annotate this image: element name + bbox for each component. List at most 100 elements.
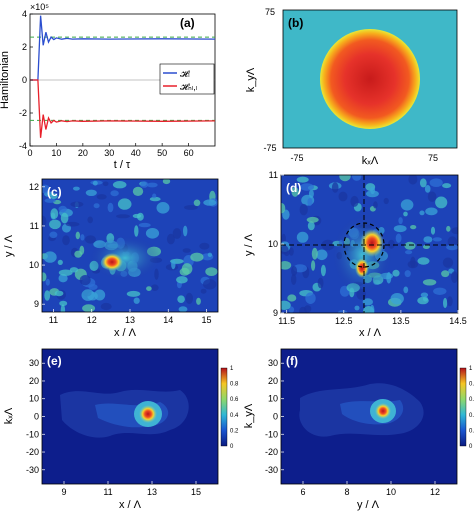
speckle-blob [422,279,437,286]
speckle-blob [193,199,201,207]
panel-e-ytick-label: 30 [29,358,39,368]
speckle-blob [200,288,207,294]
speckle-blob [49,231,58,239]
panel-b-ytick-bottom: -75 [263,143,276,153]
speckle-blob [54,290,64,297]
panel-e-ylabel: kₓΛ [3,407,15,424]
panel-f-ytick-label: -20 [265,447,278,457]
panel-e-ytick-label: 20 [29,376,39,386]
speckle-blob [398,217,403,225]
panel-c: (c) 11 12 13 14 15 12 11 10 9 x / Λ y / Λ [3,178,219,339]
speckle-blob [140,181,149,188]
speckle-blob [365,190,379,198]
panel-a-exponent: ×10⁵ [30,2,49,12]
speckle-blob [94,289,106,301]
panel-c-ytick-label: 9 [34,299,39,309]
panel-a-xtick-label: 40 [131,148,141,158]
panel-d-ticks: 11.5 12.5 13.5 14.5 11 10 9 [268,170,467,326]
panel-a-xtick-label: 30 [104,148,114,158]
speckle-blob [149,196,161,202]
speckle-blob [446,225,451,232]
speckle-blob [404,241,416,250]
speckle-blob [447,296,453,307]
speckle-blob [50,193,58,200]
speckle-blob [393,225,407,233]
speckle-blob [74,250,83,258]
speckle-blob [138,222,151,228]
panel-d-xtick-label: 14.5 [449,316,467,326]
speckle-blob [306,216,319,223]
panel-f-colorbar-label: 0.2 [469,428,474,434]
speckle-blob [42,272,47,282]
speckle-blob [176,276,188,284]
panel-a-ytick-label: -4 [19,141,27,151]
speckle-blob [182,248,191,253]
panel-d-xtick-label: 12.5 [335,316,353,326]
speckle-blob [75,231,81,240]
panel-e-xtick-label: 11 [103,487,112,497]
speckle-blob [58,274,68,283]
panel-f-label: (f) [286,354,298,368]
panel-a-xtick-label: 20 [78,148,88,158]
panel-f-peak [375,403,391,419]
panel-e-ytick-label: 0 [34,412,39,422]
speckle-blob [87,216,93,224]
panel-a-ytick-label: 0 [22,75,27,85]
speckle-blob [151,284,159,292]
panel-d-ytick-label: 10 [268,239,278,249]
speckle-blob [429,178,443,187]
speckle-blob [362,298,373,306]
speckle-blob [320,264,326,277]
speckle-blob [57,259,63,265]
speckle-blob [177,295,185,304]
panel-d-ytick-label: 9 [273,308,278,318]
panel-a-ytick-label: 2 [22,42,27,52]
panel-b-label: (b) [288,16,303,30]
speckle-blob [172,228,182,239]
speckle-blob [81,289,95,301]
speckle-blob [134,225,139,237]
panel-d-label: (d) [286,181,301,195]
panel-d-ylabel: y / Λ [243,233,255,256]
speckle-blob [44,198,56,203]
panel-b-ylabel: k_yΛ [245,67,257,92]
panel-b: (b) 75 -75 -75 75 kₓΛ k_yΛ [245,7,458,167]
panel-e-colorbar-label: 1 [230,366,234,372]
speckle-blob [181,263,193,275]
speckle-blob [433,287,447,295]
speckle-blob [338,310,348,313]
speckle-blob [116,214,130,219]
panel-e-xtick-label: 15 [191,487,201,497]
speckle-blob [400,199,414,211]
panel-c-xtick-label: 14 [163,315,173,325]
panel-c-ticks: 11 12 13 14 15 12 11 10 9 [29,182,212,325]
speckle-blob [73,186,80,191]
speckle-blob [420,292,429,298]
speckle-blob [59,300,68,307]
speckle-blob [370,304,375,313]
panel-c-xtick-label: 15 [202,315,212,325]
panel-f-ytick-label: -10 [265,429,278,439]
panel-f-ytick-label: 0 [273,412,278,422]
panel-f-xtick-label: 6 [300,487,305,497]
speckle-blob [133,297,140,304]
panel-a-xtick-label: 50 [157,148,167,158]
panel-b-xtick-right: 75 [428,153,438,163]
speckle-blob [305,292,316,305]
speckle-blob [331,182,339,193]
speckle-blob [390,293,404,305]
speckle-blob [307,221,315,231]
speckle-blob [435,196,448,209]
panel-c-label: (c) [47,185,62,199]
panel-f-colorbar-label: 0 [469,444,473,450]
panel-c-ylabel: y / Λ [3,234,15,257]
panel-b-disk [320,29,420,129]
panel-e-xtick-label: 13 [147,487,157,497]
panel-e-colorbar-label: 0.2 [230,428,239,434]
panel-f-ytick-label: -30 [265,465,278,475]
speckle-blob [281,261,292,270]
panel-c-peak [101,253,123,271]
speckle-blob [58,269,73,276]
